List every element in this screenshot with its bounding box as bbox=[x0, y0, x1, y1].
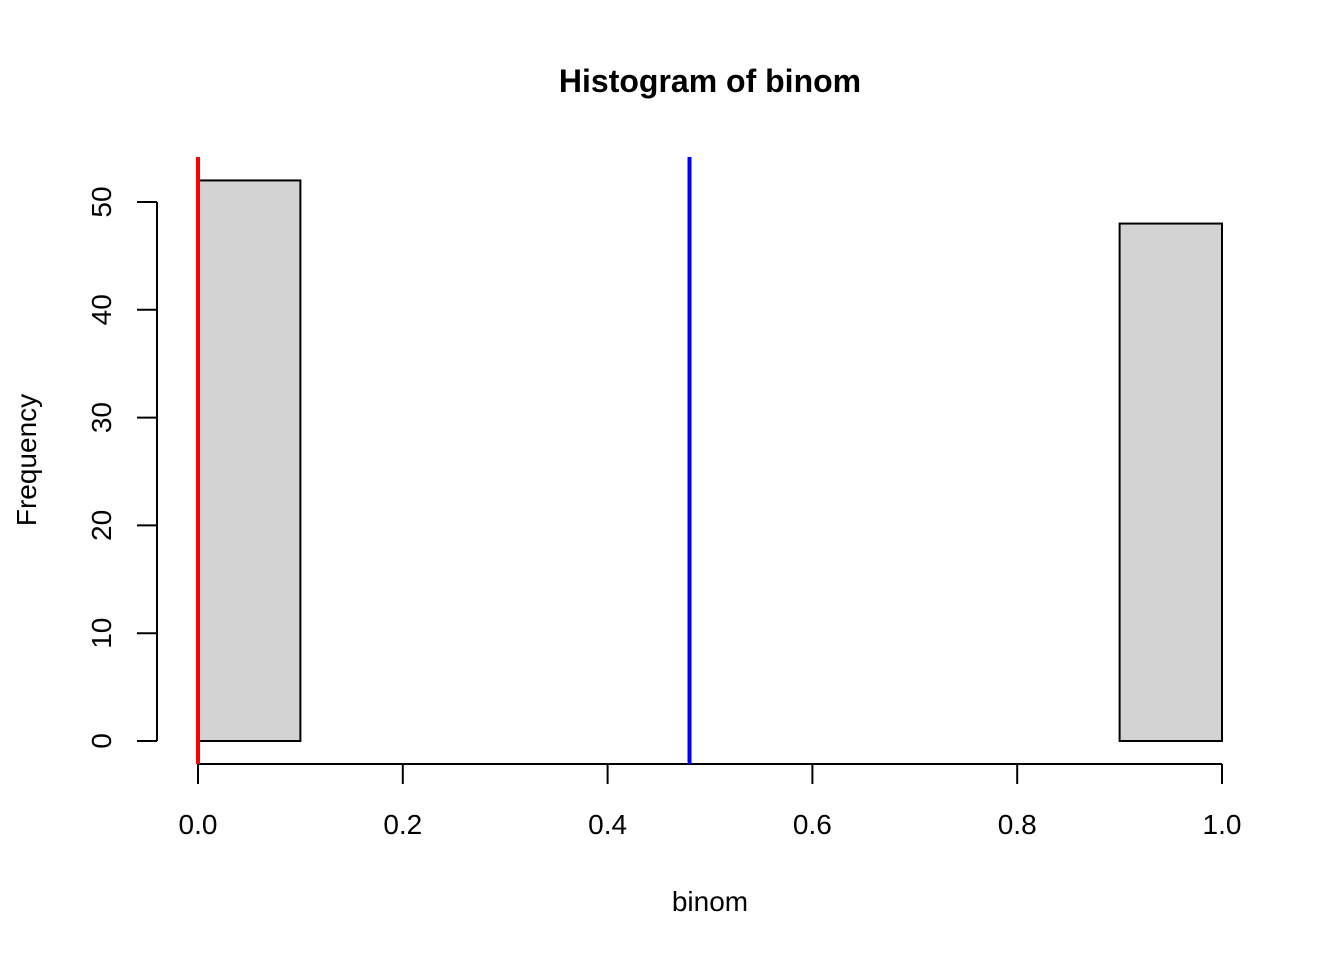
histogram-bar-0 bbox=[197, 179, 302, 742]
x-tick-label: 0.0 bbox=[179, 809, 218, 840]
reference-lines bbox=[196, 157, 692, 764]
x-tick-label: 0.2 bbox=[383, 809, 422, 840]
histogram-bar-9 bbox=[1118, 222, 1223, 742]
y-axis: 0 10 20 30 40 50 bbox=[86, 186, 158, 749]
y-tick-label: 0 bbox=[86, 733, 117, 749]
x-axis-label: binom bbox=[672, 886, 748, 917]
y-tick-label: 20 bbox=[86, 510, 117, 541]
y-tick-label: 50 bbox=[86, 186, 117, 217]
x-axis: 0.0 0.2 0.4 0.6 0.8 1.0 bbox=[179, 763, 1242, 840]
bars-layer bbox=[197, 179, 1223, 742]
x-tick-label: 0.6 bbox=[793, 809, 832, 840]
chart-title: Histogram of binom bbox=[559, 63, 861, 99]
x-tick-label: 0.8 bbox=[998, 809, 1037, 840]
x-tick-label: 1.0 bbox=[1203, 809, 1242, 840]
y-axis-label: Frequency bbox=[11, 394, 42, 526]
y-tick-label: 30 bbox=[86, 402, 117, 433]
y-tick-label: 10 bbox=[86, 618, 117, 649]
y-tick-label: 40 bbox=[86, 294, 117, 325]
x-tick-label: 0.4 bbox=[588, 809, 627, 840]
